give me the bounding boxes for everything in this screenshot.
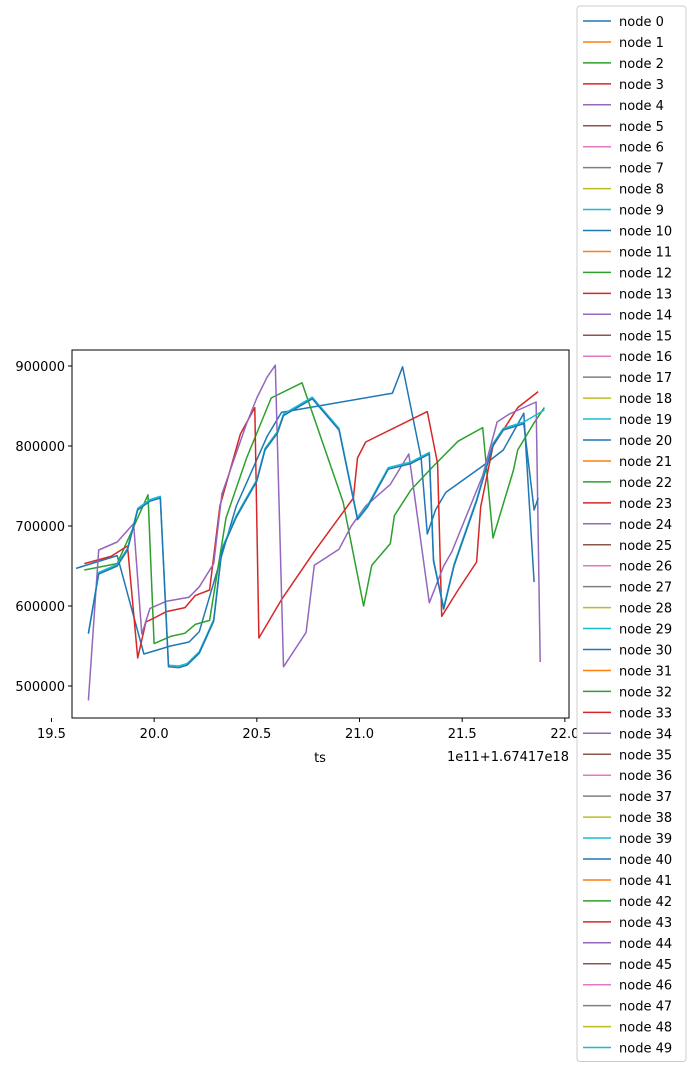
legend-label: node 38 xyxy=(619,811,672,826)
legend-label: node 29 xyxy=(619,623,672,638)
y-tick-label: 800000 xyxy=(15,440,65,455)
legend-label: node 37 xyxy=(619,790,672,805)
legend-frame xyxy=(576,5,687,1062)
legend-label: node 8 xyxy=(619,183,664,198)
legend: node 0 node 1 node 2 node 3 node 4 node 5 node… xyxy=(576,5,687,1062)
x-axis: 19.5 20.0 20.5 21.0 21.5 22.0 xyxy=(37,718,579,742)
legend-label: node 6 xyxy=(619,141,664,156)
legend-label: node 15 xyxy=(619,329,672,344)
legend-label: node 34 xyxy=(619,727,672,742)
legend-label: node 20 xyxy=(619,434,672,449)
series-line-node-2 xyxy=(84,382,546,645)
y-tick-label: 900000 xyxy=(15,360,65,375)
legend-label: node 48 xyxy=(619,1021,672,1036)
x-tick-label: 20.0 xyxy=(140,727,169,742)
legend-label: node 33 xyxy=(619,706,672,721)
legend-label: node 13 xyxy=(619,287,672,302)
legend-label: node 49 xyxy=(619,1042,672,1057)
x-tick-label: 22.0 xyxy=(550,727,579,742)
legend-label: node 16 xyxy=(619,350,672,365)
legend-label: node 3 xyxy=(619,78,664,93)
legend-label: node 36 xyxy=(619,769,672,784)
legend-label: node 12 xyxy=(619,266,672,281)
legend-label: node 31 xyxy=(619,664,672,679)
legend-label: node 27 xyxy=(619,581,672,596)
legend-label: node 24 xyxy=(619,518,672,533)
legend-label: node 35 xyxy=(619,748,672,763)
legend-label: node 10 xyxy=(619,225,672,240)
y-tick-label: 500000 xyxy=(15,680,65,695)
legend-label: node 44 xyxy=(619,937,672,952)
legend-label: node 43 xyxy=(619,916,672,931)
legend-label: node 28 xyxy=(619,602,672,617)
legend-label: node 2 xyxy=(619,57,664,72)
x-axis-label: ts xyxy=(314,751,326,766)
legend-label: node 14 xyxy=(619,308,672,323)
legend-label: node 21 xyxy=(619,455,672,470)
legend-label: node 25 xyxy=(619,539,672,554)
plot-area-frame xyxy=(71,349,570,719)
legend-label: node 7 xyxy=(619,162,664,177)
legend-label: node 46 xyxy=(619,979,672,994)
legend-label: node 39 xyxy=(619,832,672,847)
series-line-node-0 xyxy=(75,366,535,655)
legend-label: node 42 xyxy=(619,895,672,910)
legend-label: node 41 xyxy=(619,874,672,889)
x-tick-label: 20.5 xyxy=(242,727,271,742)
legend-label: node 9 xyxy=(619,204,664,219)
series-line-node-9 xyxy=(87,396,545,667)
x-tick-label: 19.5 xyxy=(37,727,66,742)
legend-label: node 18 xyxy=(619,392,672,407)
series-line-node-10 xyxy=(87,398,539,669)
legend-label: node 19 xyxy=(619,413,672,428)
plot-lines xyxy=(75,364,546,701)
y-axis: 500000 600000 700000 800000 900000 xyxy=(15,360,72,695)
legend-label: node 40 xyxy=(619,853,672,868)
legend-label: node 23 xyxy=(619,497,672,512)
legend-label: node 45 xyxy=(619,958,672,973)
legend-label: node 30 xyxy=(619,644,672,659)
x-tick-label: 21.5 xyxy=(448,727,477,742)
y-tick-label: 600000 xyxy=(15,600,65,615)
legend-label: node 11 xyxy=(619,245,672,260)
series-line-node-4 xyxy=(87,364,541,701)
legend-label: node 4 xyxy=(619,99,664,114)
legend-label: node 47 xyxy=(619,1000,672,1015)
legend-label: node 32 xyxy=(619,685,672,700)
legend-label: node 1 xyxy=(619,36,664,51)
series-line-node-3 xyxy=(84,391,539,659)
legend-label: node 17 xyxy=(619,371,672,386)
y-tick-label: 700000 xyxy=(15,520,65,535)
x-axis-offset-text: 1e11+1.67417e18 xyxy=(447,750,569,765)
legend-label: node 22 xyxy=(619,476,672,491)
x-tick-label: 21.0 xyxy=(345,727,374,742)
legend-label: node 26 xyxy=(619,560,672,575)
legend-label: node 0 xyxy=(619,15,664,30)
legend-label: node 5 xyxy=(619,120,664,135)
